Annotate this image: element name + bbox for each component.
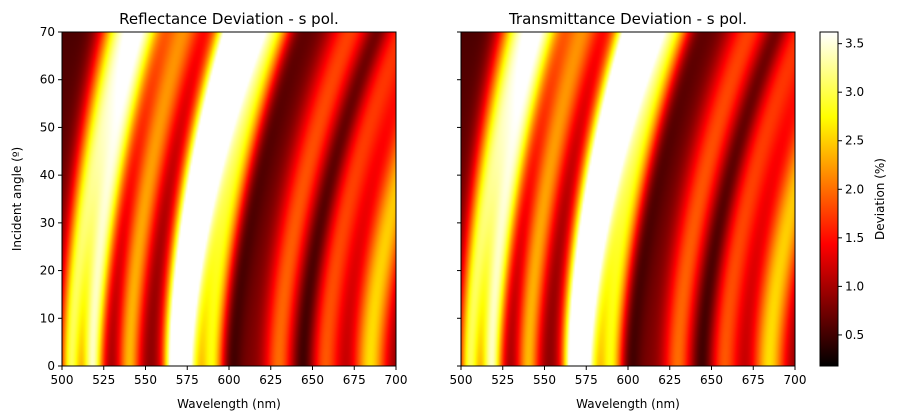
- colorbar-label: Deviation (%): [873, 158, 887, 240]
- reflectance-heatmap: [62, 32, 396, 366]
- y-tick-label: 0: [47, 359, 55, 373]
- x-tick-label: 525: [92, 373, 115, 387]
- x-tick-label: 675: [343, 373, 366, 387]
- x-tick-label: 650: [301, 373, 324, 387]
- colorbar-gradient: [819, 31, 839, 367]
- y-tick-label: 70: [40, 25, 55, 39]
- reflectance-y-label: Incident angle (º): [10, 147, 24, 251]
- colorbar: 0.5 1.0 1.5 2.0 2.5 3.0 3.5 Deviation (%): [819, 31, 887, 367]
- colorbar-tick-label: 2.5: [845, 134, 864, 148]
- transmittance-y-ticks: [457, 31, 461, 367]
- reflectance-x-ticks: 500 525 550 575 600 625 650 675 700: [51, 366, 408, 387]
- x-tick-label: 575: [176, 373, 199, 387]
- x-tick-label: 500: [450, 373, 473, 387]
- y-tick-label: 10: [40, 311, 55, 325]
- colorbar-tick-label: 1.5: [845, 231, 864, 245]
- colorbar-tick-label: 0.5: [845, 328, 864, 342]
- transmittance-x-ticks: 500 525 550 575 600 625 650 675 700: [450, 366, 807, 387]
- y-tick-label: 50: [40, 120, 55, 134]
- x-tick-label: 600: [617, 373, 640, 387]
- x-tick-label: 550: [134, 373, 157, 387]
- reflectance-title: Reflectance Deviation - s pol.: [119, 10, 339, 28]
- transmittance-heatmap: [461, 32, 795, 366]
- y-tick-label: 40: [40, 168, 55, 182]
- reflectance-panel: Reflectance Deviation - s pol. 500 525 550…: [10, 10, 407, 411]
- x-tick-label: 625: [259, 373, 282, 387]
- reflectance-y-ticks: 0 10 20 30 40 50 60 70: [40, 25, 62, 373]
- x-tick-label: 625: [658, 373, 681, 387]
- reflectance-x-label: Wavelength (nm): [177, 397, 281, 411]
- x-tick-label: 500: [51, 373, 74, 387]
- x-tick-label: 575: [575, 373, 598, 387]
- x-tick-label: 700: [385, 373, 408, 387]
- transmittance-title: Transmittance Deviation - s pol.: [508, 10, 747, 28]
- transmittance-panel: Transmittance Deviation - s pol. 500 525 5…: [450, 10, 807, 411]
- x-tick-label: 650: [700, 373, 723, 387]
- colorbar-tick-label: 3.5: [845, 37, 864, 51]
- transmittance-x-label: Wavelength (nm): [576, 397, 680, 411]
- x-tick-label: 675: [742, 373, 765, 387]
- colorbar-tick-label: 3.0: [845, 85, 864, 99]
- colorbar-ticks: 0.5 1.0 1.5 2.0 2.5 3.0 3.5: [838, 37, 864, 342]
- y-tick-label: 60: [40, 73, 55, 87]
- x-tick-label: 550: [533, 373, 556, 387]
- x-tick-label: 525: [491, 373, 514, 387]
- colorbar-tick-label: 1.0: [845, 279, 864, 293]
- y-tick-label: 20: [40, 264, 55, 278]
- y-tick-label: 30: [40, 216, 55, 230]
- x-tick-label: 600: [218, 373, 241, 387]
- colorbar-tick-label: 2.0: [845, 182, 864, 196]
- x-tick-label: 700: [784, 373, 807, 387]
